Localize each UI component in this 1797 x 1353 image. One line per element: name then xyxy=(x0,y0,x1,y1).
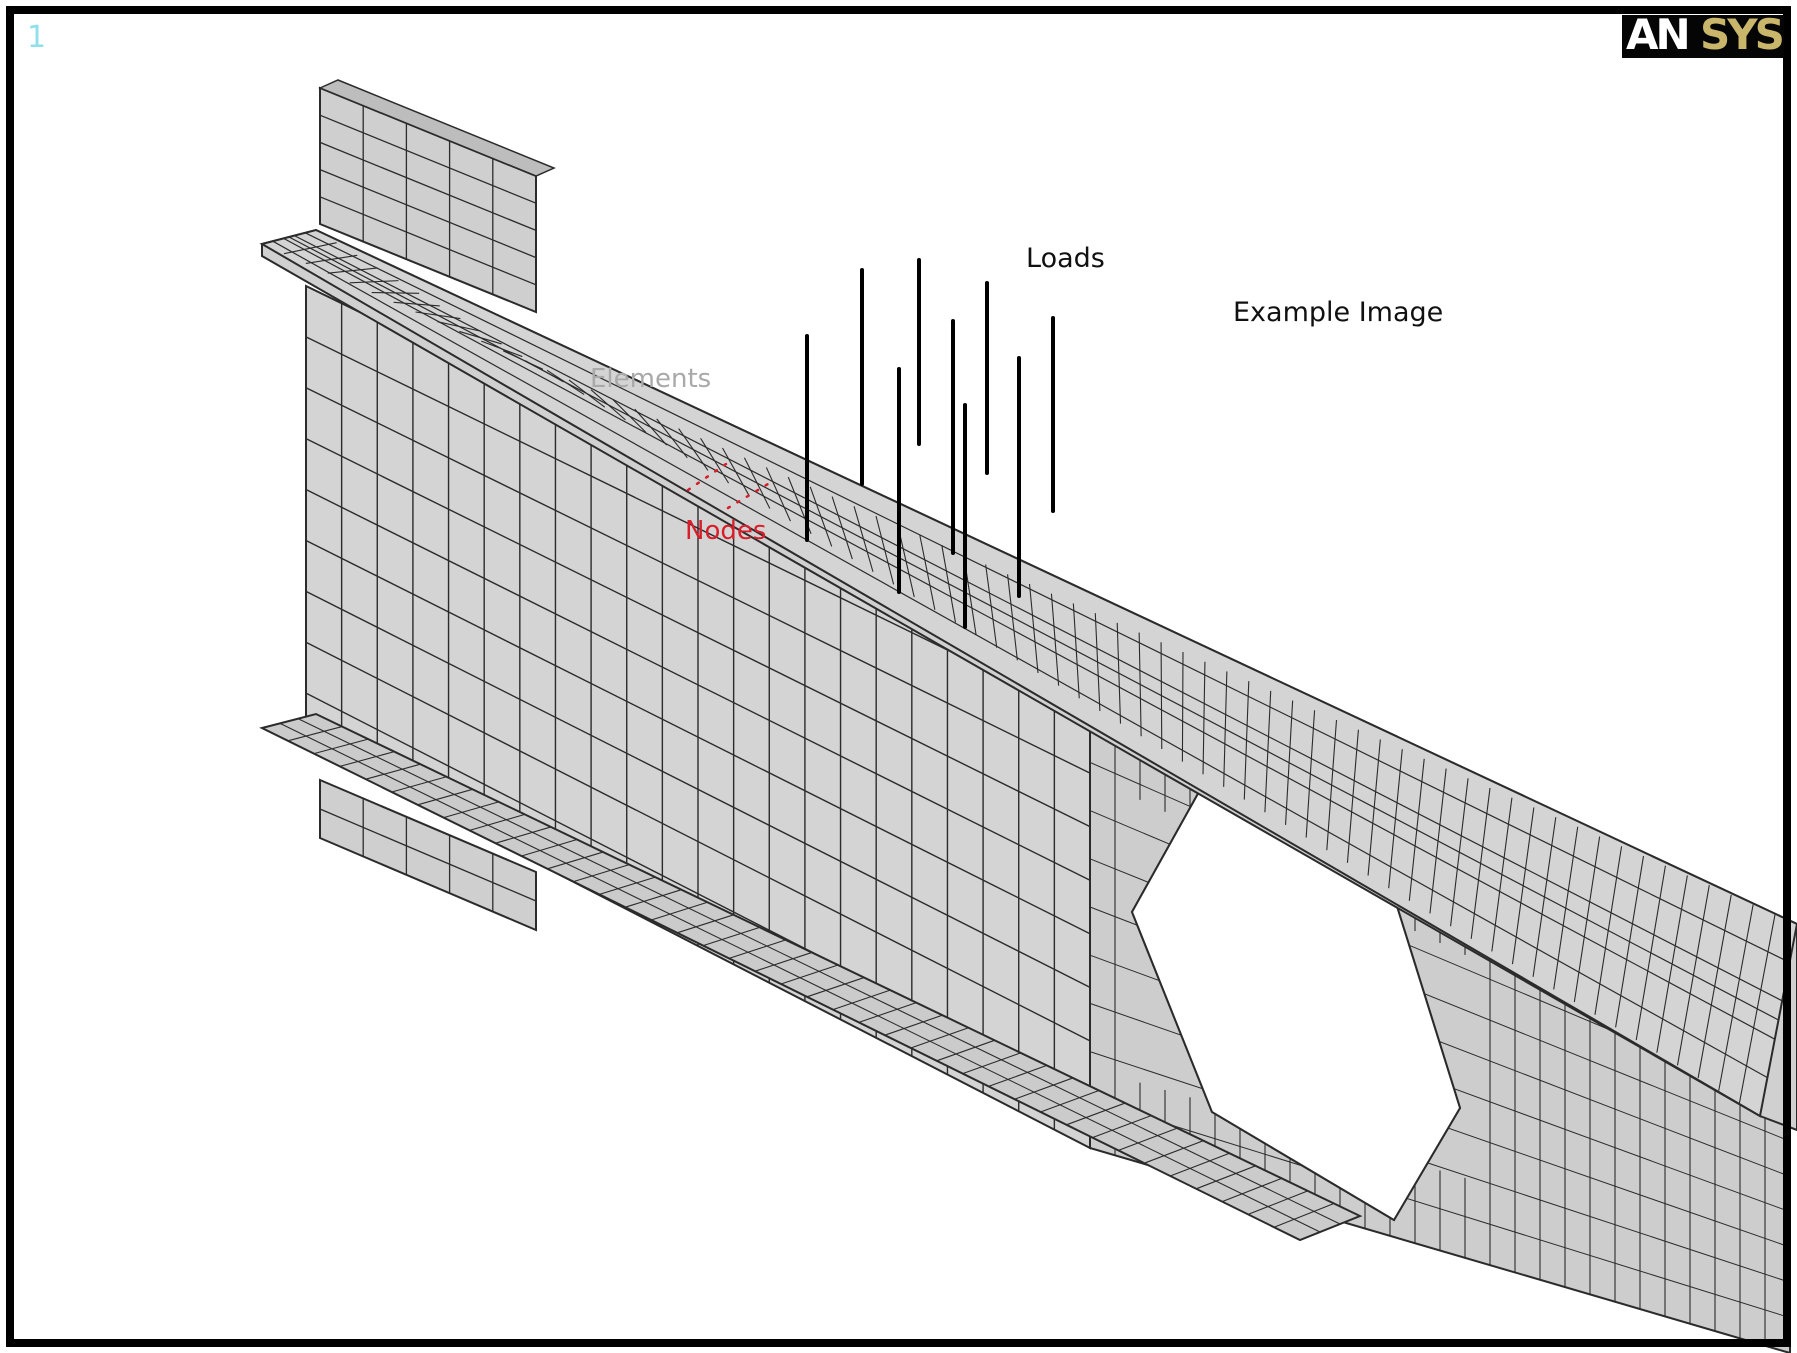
mesh-line xyxy=(294,235,1783,1002)
mesh-line xyxy=(521,838,578,857)
mesh-line xyxy=(391,776,447,793)
mesh-line xyxy=(728,939,786,959)
mesh-line xyxy=(832,989,891,1011)
mesh-line xyxy=(1273,1202,1335,1228)
window-number: 1 xyxy=(27,20,47,55)
mesh-line xyxy=(1196,1165,1256,1190)
mesh-line xyxy=(319,168,537,259)
mesh-line xyxy=(625,889,682,908)
node-marker xyxy=(686,462,728,492)
stiffener-plate-edge xyxy=(318,79,556,177)
bottom-flange-mesh-lines xyxy=(279,718,1341,1233)
mesh-line xyxy=(305,641,1091,1042)
viewport-frame xyxy=(6,6,1791,1347)
top-flange-surface xyxy=(259,228,1797,1118)
mesh-line xyxy=(305,387,1091,774)
node-markers xyxy=(686,462,770,510)
mesh-line xyxy=(279,722,1321,1233)
mesh-line xyxy=(339,751,395,767)
mesh-line xyxy=(288,236,1779,1021)
nodes-label: Nodes xyxy=(685,516,767,546)
mesh-line xyxy=(305,438,1091,828)
mesh-line xyxy=(1089,1099,1791,1319)
mesh-line xyxy=(304,232,1790,963)
mesh-line xyxy=(272,240,1768,1079)
logo-text-sys: SYS xyxy=(1700,15,1784,58)
mesh-line xyxy=(780,964,839,985)
loads-label: Loads xyxy=(1026,243,1105,274)
mesh-line xyxy=(1014,1077,1074,1100)
mesh-line xyxy=(1118,1127,1178,1151)
mesh-line xyxy=(677,914,734,934)
mesh-line xyxy=(1247,1190,1309,1215)
mesh-line xyxy=(417,788,473,806)
node-marker xyxy=(726,482,770,510)
mesh-line xyxy=(313,738,369,755)
lower-stiffener-mesh-lines xyxy=(319,798,537,912)
mesh-line xyxy=(599,876,656,895)
mesh-line xyxy=(1221,1177,1282,1203)
stiffener-mesh-lines xyxy=(319,105,537,295)
mesh-line xyxy=(936,1039,995,1062)
example-image-label: Example Image xyxy=(1233,297,1444,328)
mesh-line xyxy=(365,763,421,780)
mesh-line xyxy=(573,864,630,883)
mesh-line xyxy=(806,977,865,998)
mesh-line xyxy=(1092,1115,1152,1139)
mesh-line xyxy=(962,1052,1021,1075)
logo-text-an: AN xyxy=(1626,15,1691,58)
mesh-line xyxy=(858,1002,917,1023)
load-arrows xyxy=(805,258,1055,629)
mesh-line xyxy=(319,196,537,286)
mesh-line xyxy=(283,237,1776,1040)
mesh-line xyxy=(305,539,1091,935)
mesh-line xyxy=(319,114,537,204)
mesh-line xyxy=(287,726,343,742)
mesh-line xyxy=(1170,1152,1230,1177)
mesh-line xyxy=(910,1027,969,1049)
mesh-line xyxy=(297,718,1341,1225)
mesh-line xyxy=(443,801,499,819)
mesh-line xyxy=(305,488,1091,881)
mesh-line xyxy=(469,813,525,831)
mesh-line xyxy=(495,826,552,844)
mesh-line xyxy=(702,926,760,947)
mesh-line xyxy=(884,1014,943,1036)
mesh-line xyxy=(651,901,708,921)
elements-label: Elements xyxy=(590,364,712,394)
mesh-line xyxy=(754,951,813,972)
mesh-line xyxy=(319,141,537,232)
mesh-line xyxy=(1040,1089,1100,1113)
mesh-line xyxy=(319,808,537,902)
mesh-line xyxy=(1066,1102,1126,1126)
top-flange-mesh-lines xyxy=(272,232,1790,1104)
mesh-line xyxy=(988,1064,1047,1087)
mesh-line xyxy=(1144,1140,1204,1164)
mesh-line xyxy=(547,851,604,870)
ansys-logo: AN SYS xyxy=(1622,15,1784,58)
mesh-line xyxy=(305,590,1091,988)
